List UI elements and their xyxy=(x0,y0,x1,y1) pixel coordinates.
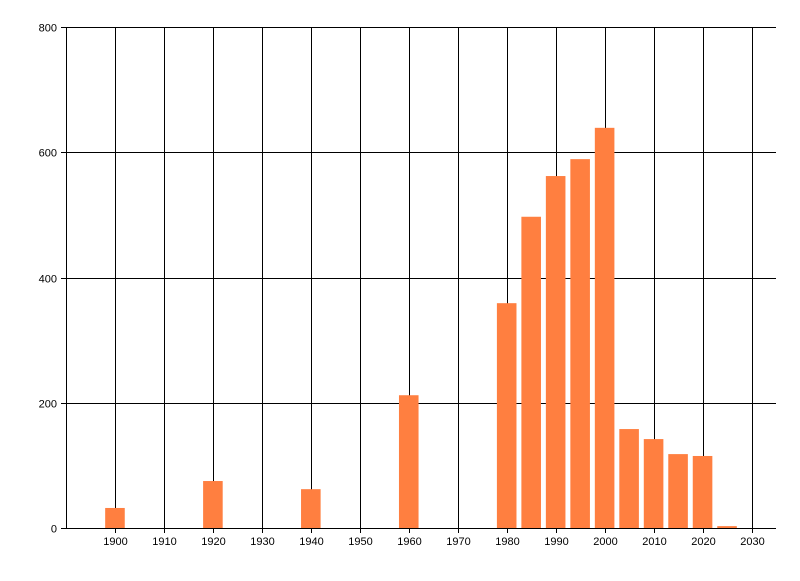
x-tick-label: 1970 xyxy=(446,536,470,548)
bar xyxy=(545,176,566,529)
x-tick-label: 1900 xyxy=(103,536,127,548)
bar xyxy=(105,507,125,528)
bar xyxy=(619,429,639,528)
bar xyxy=(398,395,419,528)
bar xyxy=(717,526,737,528)
y-tick-label: 200 xyxy=(39,399,57,411)
bar xyxy=(594,127,615,529)
y-tick-label: 400 xyxy=(39,274,57,286)
x-tick-label: 1930 xyxy=(250,536,274,548)
bar xyxy=(570,159,590,529)
bar xyxy=(301,489,321,528)
bar xyxy=(203,481,223,528)
x-tick-label: 1950 xyxy=(348,536,372,548)
x-tick-label: 1940 xyxy=(299,536,323,548)
x-tick-label: 1920 xyxy=(201,536,225,548)
bar xyxy=(692,455,713,528)
bar xyxy=(496,303,517,528)
x-tick-label: 1990 xyxy=(544,536,568,548)
x-tick-label: 2030 xyxy=(740,536,764,548)
x-tick-label: 1980 xyxy=(495,536,519,548)
bar xyxy=(668,454,688,528)
y-tick-label: 600 xyxy=(39,148,57,160)
y-tick-label: 800 xyxy=(39,23,57,35)
bar xyxy=(643,439,664,528)
x-tick-label: 2020 xyxy=(691,536,715,548)
y-tick-label: 0 xyxy=(51,524,57,536)
x-tick-label: 2000 xyxy=(593,536,617,548)
x-tick-label: 2010 xyxy=(642,536,666,548)
bar xyxy=(521,216,541,528)
x-tick-label: 1960 xyxy=(397,536,421,548)
x-tick-label: 1910 xyxy=(152,536,176,548)
